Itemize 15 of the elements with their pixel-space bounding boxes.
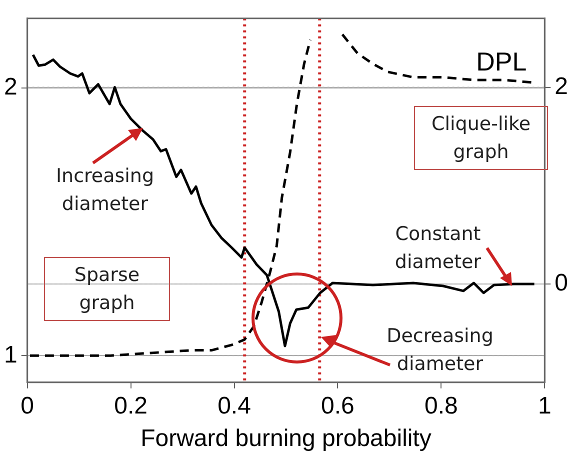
x-tick-label: 0.6 — [321, 392, 354, 420]
annotation: Decreasing diameter — [386, 324, 494, 377]
annotation: Sparse graph — [44, 257, 170, 321]
series-label: DPL — [476, 46, 527, 76]
annotation: Increasing diameter — [54, 164, 156, 217]
x-tick-label: 1 — [538, 392, 552, 420]
x-tick-label: 0.4 — [218, 392, 251, 420]
y2-tick-label: 2 — [554, 72, 568, 100]
annotation: Constant diameter — [394, 222, 482, 275]
x-tick-label: 0 — [20, 392, 34, 420]
x-tick-label: 0.8 — [424, 392, 458, 420]
y2-tick-label: 0 — [554, 270, 568, 297]
x-axis-title: Forward burning probability — [140, 425, 432, 452]
annotation: Clique-like graph — [414, 106, 548, 170]
x-tick-label: 0.2 — [114, 392, 148, 420]
